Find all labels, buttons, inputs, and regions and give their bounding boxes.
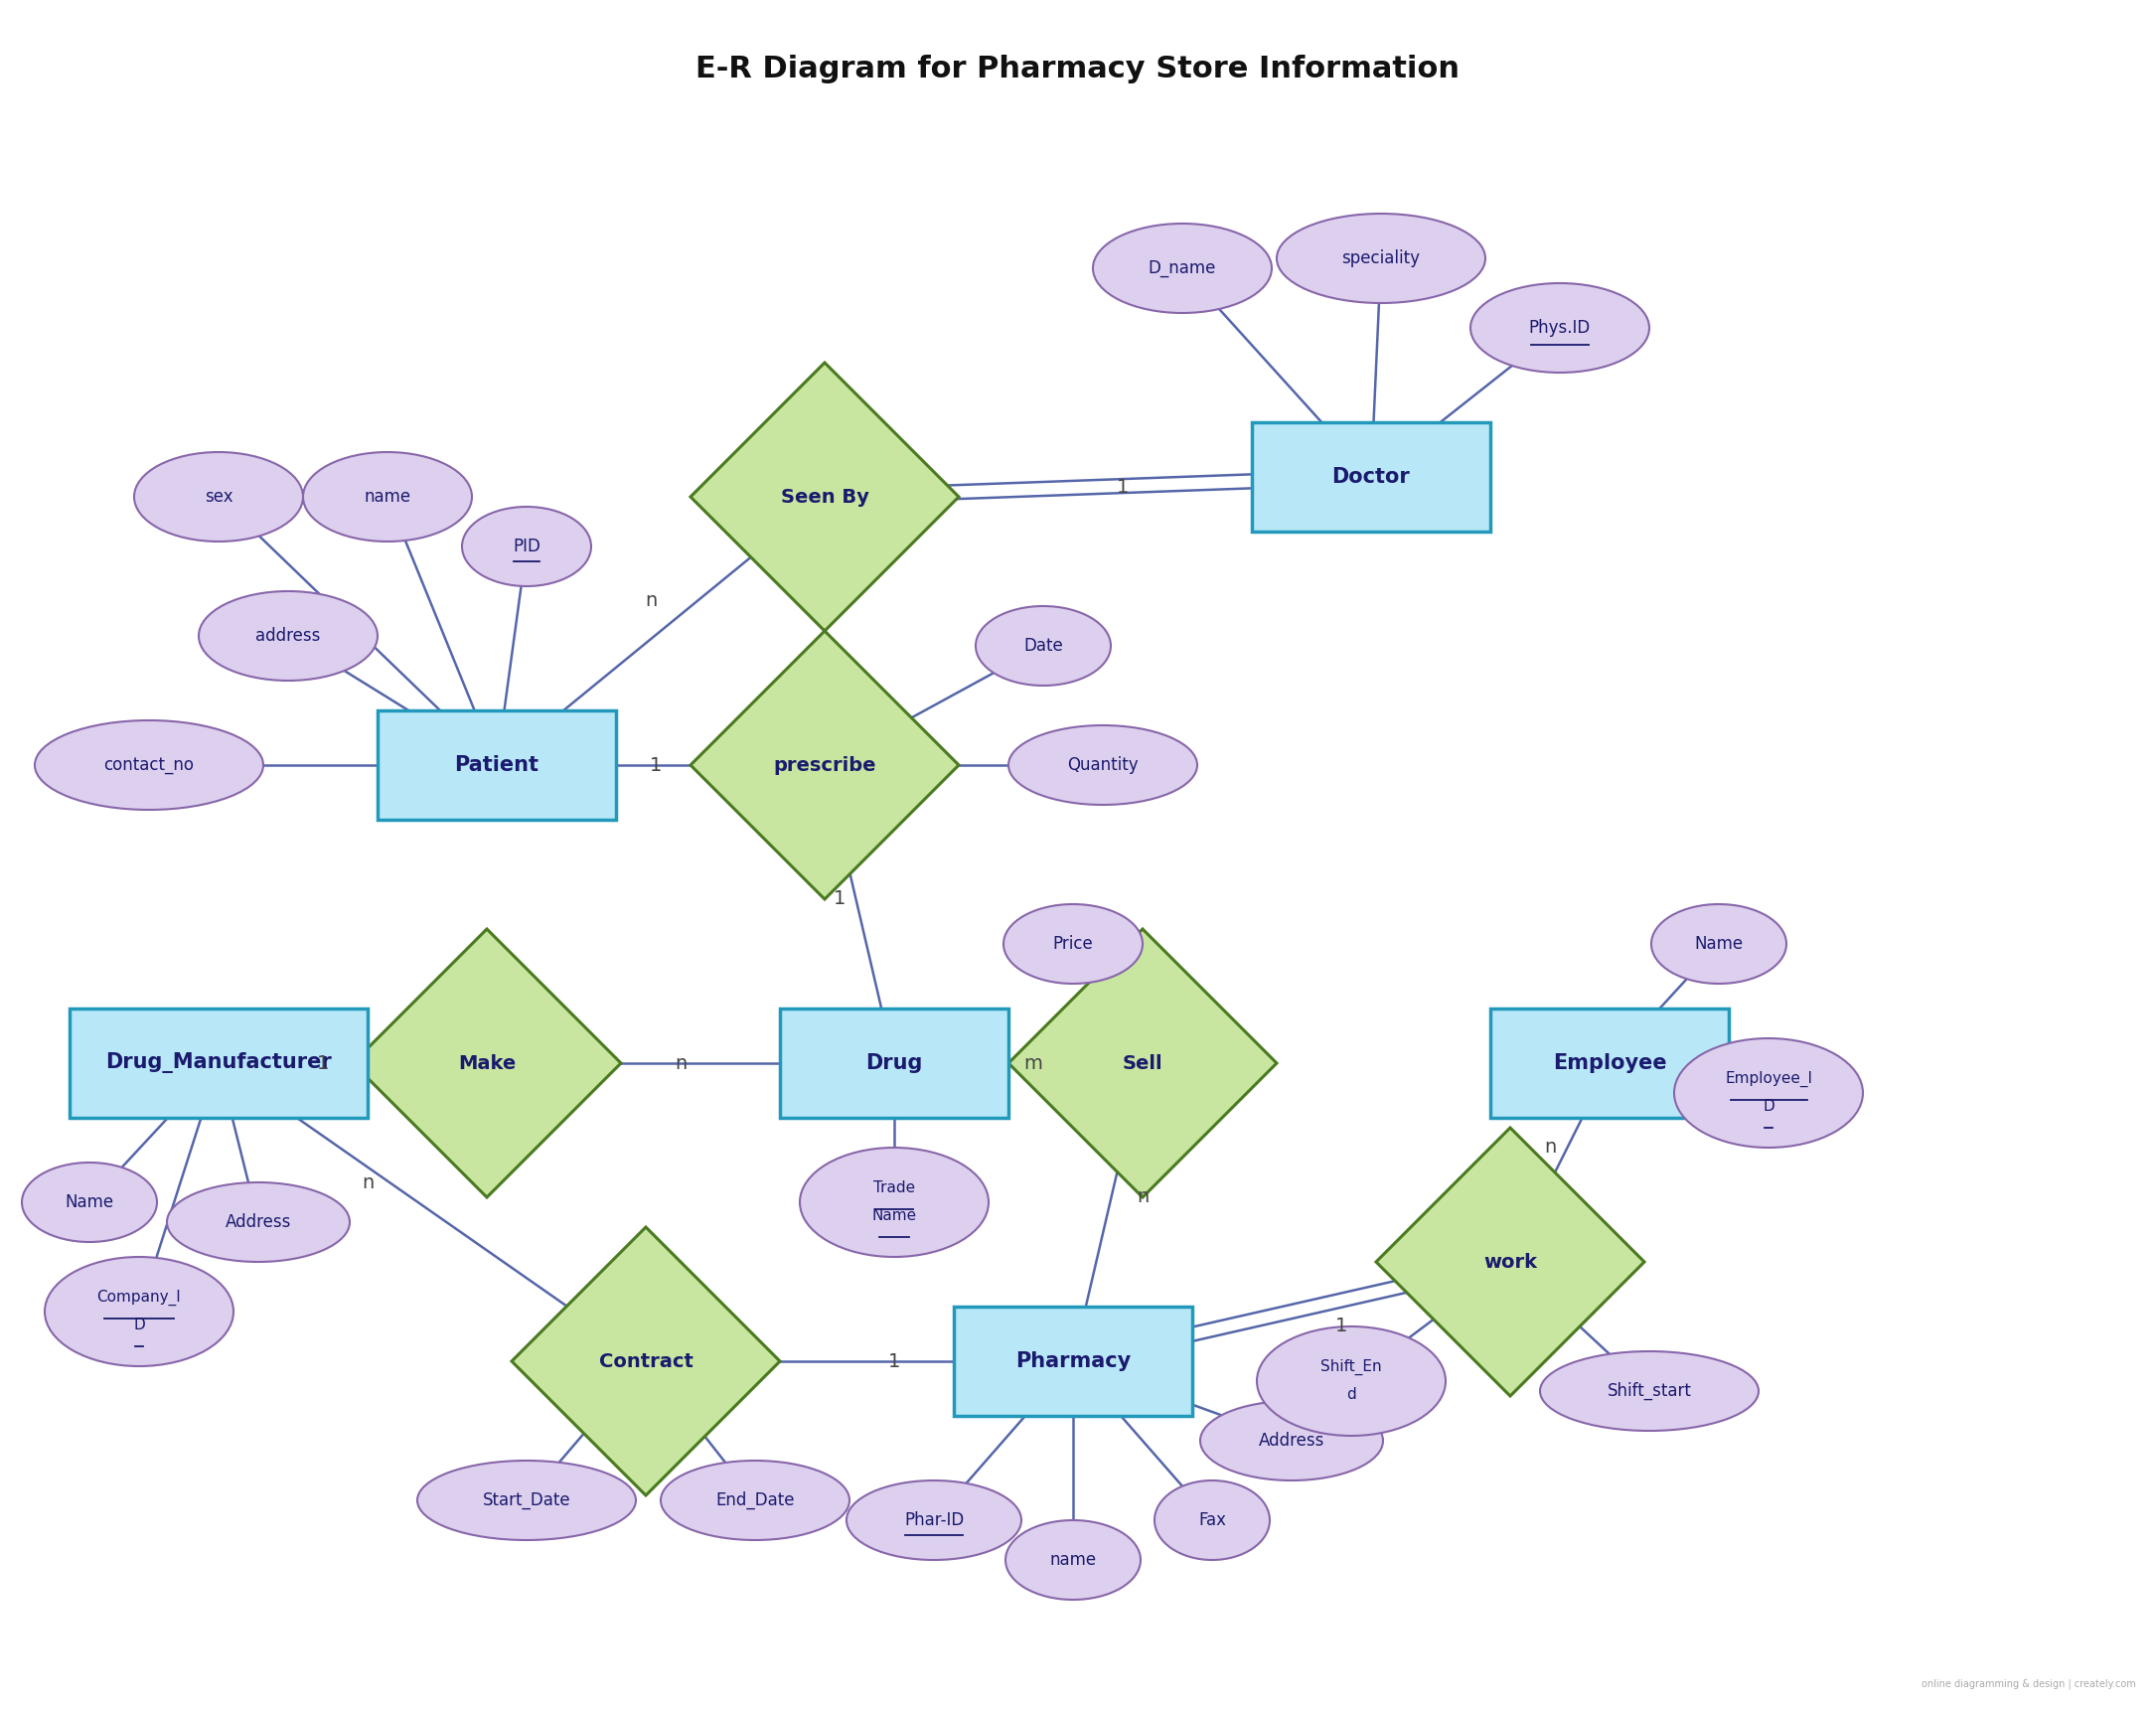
Text: Fax: Fax [1199,1511,1227,1530]
Text: n: n [362,1172,373,1191]
Text: Address: Address [1259,1432,1324,1449]
Ellipse shape [800,1148,990,1256]
Ellipse shape [198,591,377,680]
Text: Price: Price [1052,935,1093,954]
Ellipse shape [34,721,263,810]
Ellipse shape [1673,1039,1863,1148]
Text: address: address [257,627,321,644]
FancyBboxPatch shape [953,1307,1192,1415]
Text: contact_no: contact_no [103,755,194,774]
Text: 1: 1 [888,1352,901,1371]
Text: Employee: Employee [1552,1053,1667,1073]
Polygon shape [690,631,959,899]
Text: Employee_I: Employee_I [1725,1072,1813,1087]
Polygon shape [690,362,959,631]
Ellipse shape [1276,214,1485,302]
Text: n: n [675,1054,686,1073]
Text: n: n [645,591,658,610]
Text: End_Date: End_Date [716,1492,796,1509]
Text: n: n [1136,1188,1149,1207]
Text: online diagramming & design | creately.com: online diagramming & design | creately.c… [1921,1678,2137,1688]
Text: Shift_En: Shift_En [1322,1359,1382,1376]
FancyBboxPatch shape [1490,1008,1729,1118]
Ellipse shape [1009,725,1197,805]
Text: Quantity: Quantity [1067,755,1138,774]
Text: m: m [1024,1054,1044,1073]
Text: Start_Date: Start_Date [483,1492,571,1509]
Text: Contract: Contract [599,1352,692,1371]
Ellipse shape [1201,1401,1382,1480]
Text: Company_I: Company_I [97,1290,181,1306]
Text: D_name: D_name [1149,260,1216,277]
Text: Sell: Sell [1123,1054,1162,1073]
Text: Shift_start: Shift_start [1606,1383,1692,1400]
Ellipse shape [1003,904,1143,984]
Text: Seen By: Seen By [780,487,869,506]
Ellipse shape [1539,1352,1759,1430]
Text: E-R Diagram for Pharmacy Store Information: E-R Diagram for Pharmacy Store Informati… [696,55,1460,84]
FancyBboxPatch shape [780,1008,1009,1118]
Text: Address: Address [226,1213,291,1230]
Text: 1: 1 [1117,477,1130,496]
Ellipse shape [1093,224,1272,313]
Ellipse shape [977,607,1110,685]
Text: 1: 1 [834,890,845,909]
Text: d: d [1345,1388,1356,1403]
Ellipse shape [22,1162,157,1242]
Text: speciality: speciality [1341,250,1421,267]
Text: Phar-ID: Phar-ID [903,1511,964,1530]
Text: Name: Name [871,1208,916,1224]
Text: name: name [364,487,412,506]
Text: name: name [1050,1552,1097,1569]
Text: PID: PID [513,538,541,555]
Text: Make: Make [457,1054,515,1073]
Polygon shape [511,1227,780,1495]
Text: Pharmacy: Pharmacy [1015,1352,1130,1371]
Ellipse shape [1257,1326,1447,1436]
Text: work: work [1483,1253,1537,1271]
Ellipse shape [304,453,472,542]
FancyBboxPatch shape [377,711,617,820]
Text: Name: Name [65,1193,114,1212]
FancyBboxPatch shape [69,1008,369,1118]
Text: Drug: Drug [867,1053,923,1073]
Text: Trade: Trade [873,1181,914,1196]
Text: 1: 1 [649,755,662,774]
Text: D: D [134,1318,144,1333]
Ellipse shape [660,1461,849,1540]
Ellipse shape [45,1256,233,1365]
Ellipse shape [461,508,591,586]
Ellipse shape [418,1461,636,1540]
Text: D: D [1764,1099,1774,1114]
Polygon shape [1009,930,1276,1198]
Ellipse shape [847,1480,1022,1560]
Ellipse shape [1153,1480,1270,1560]
Ellipse shape [1470,284,1649,373]
Text: 1: 1 [317,1054,330,1073]
FancyBboxPatch shape [1253,422,1490,531]
Text: prescribe: prescribe [774,755,875,774]
Text: Drug_Manufacturer: Drug_Manufacturer [106,1053,332,1073]
Polygon shape [354,930,621,1198]
Text: sex: sex [205,487,233,506]
Text: Name: Name [1695,935,1744,954]
Text: Phys.ID: Phys.ID [1529,320,1591,337]
Ellipse shape [1651,904,1787,984]
Text: Doctor: Doctor [1332,467,1410,487]
Text: Date: Date [1024,637,1063,655]
Text: n: n [1544,1138,1557,1157]
Ellipse shape [1005,1521,1141,1600]
Text: Patient: Patient [455,755,539,774]
Text: 1: 1 [1335,1318,1348,1336]
Polygon shape [1376,1128,1645,1396]
Ellipse shape [134,453,304,542]
Ellipse shape [166,1183,349,1261]
